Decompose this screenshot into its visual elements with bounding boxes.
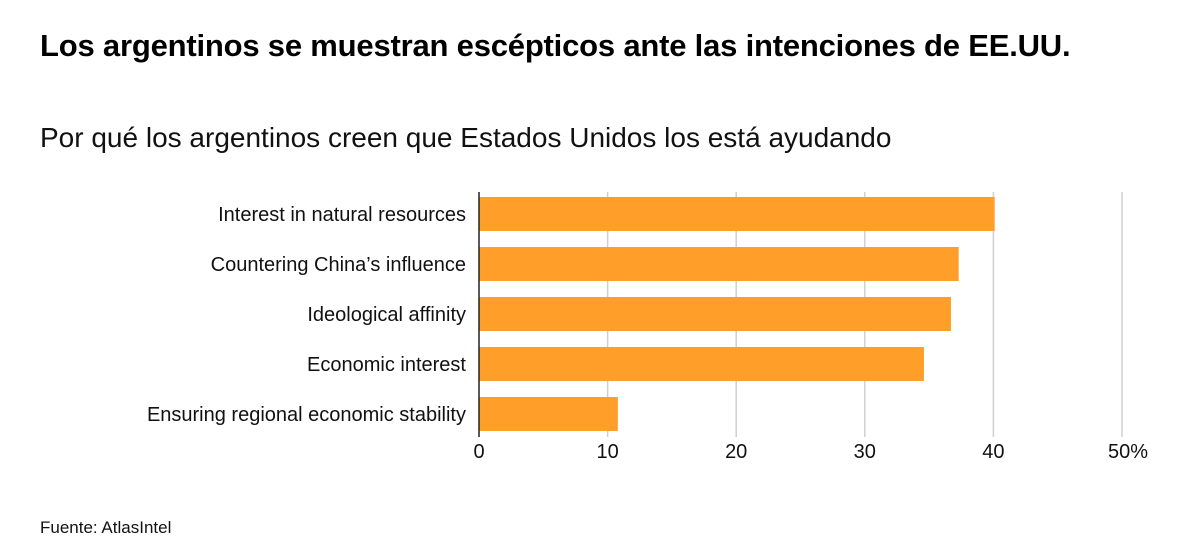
x-tick-label: 50% [1108, 441, 1148, 463]
category-label: Ensuring regional economic stability [147, 404, 466, 426]
category-label: Interest in natural resources [218, 204, 466, 226]
bar [479, 347, 924, 381]
x-tick-label: 20 [725, 441, 747, 463]
x-tick-label: 40 [982, 441, 1004, 463]
bar [479, 247, 959, 281]
bar [479, 397, 618, 431]
x-tick-label: 10 [596, 441, 618, 463]
category-label: Ideological affinity [307, 304, 466, 326]
x-tick-label: 0 [473, 441, 484, 463]
bar [479, 197, 995, 231]
bar [479, 297, 951, 331]
chart-subtitle: Por qué los argentinos creen que Estados… [40, 122, 892, 153]
x-tick-label: 30 [854, 441, 876, 463]
category-label: Countering China’s influence [211, 254, 466, 276]
category-label: Economic interest [307, 354, 466, 376]
source-note: Fuente: AtlasIntel [40, 518, 172, 537]
chart-title: Los argentinos se muestran escépticos an… [40, 28, 1071, 63]
